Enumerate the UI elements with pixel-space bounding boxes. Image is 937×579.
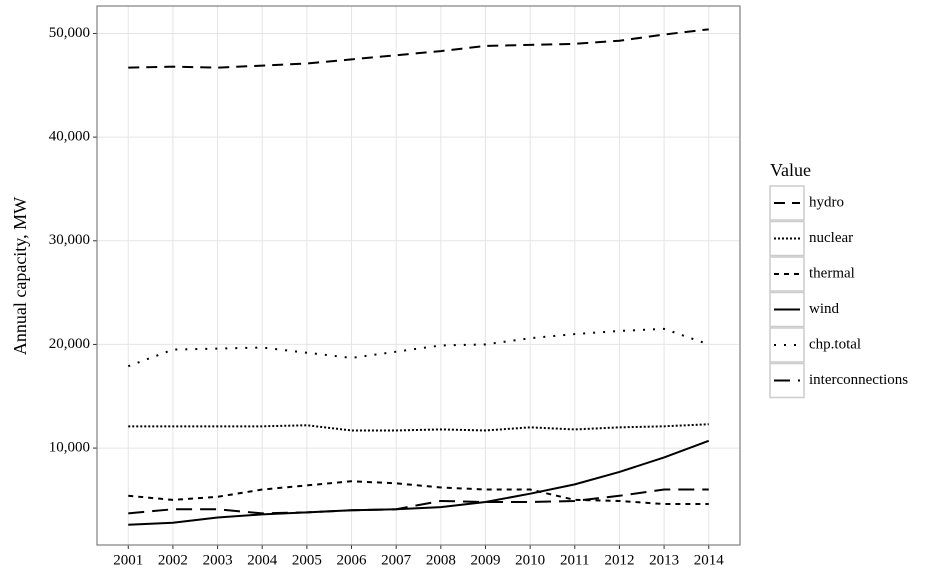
- y-tick-label: 30,000: [49, 232, 90, 248]
- legend-label: interconnections: [809, 372, 908, 388]
- legend-label: thermal: [809, 265, 855, 281]
- x-tick-label: 2008: [426, 552, 456, 568]
- plot-border: [96, 5, 741, 546]
- x-tick-label: 2011: [560, 552, 589, 568]
- x-tick-label: 2003: [203, 552, 233, 568]
- y-tick-label: 50,000: [49, 25, 90, 41]
- series-line: [128, 480, 709, 506]
- y-axis-label: Annual capacity, MW: [10, 197, 30, 355]
- x-tick-label: 2005: [292, 552, 322, 568]
- legend-label: nuclear: [809, 230, 853, 246]
- series-line: [128, 488, 709, 515]
- x-tick-label: 2007: [381, 552, 412, 568]
- legend-title: Value: [770, 160, 811, 180]
- x-tick-label: 2013: [649, 552, 679, 568]
- plot-background: [97, 6, 740, 545]
- legend-label: wind: [809, 301, 840, 317]
- x-tick-label: 2009: [470, 552, 500, 568]
- series-line: [128, 439, 710, 526]
- y-tick-label: 20,000: [49, 336, 90, 352]
- y-tick-label: 10,000: [49, 440, 90, 456]
- x-tick-label: 2006: [337, 552, 368, 568]
- x-tick-label: 2001: [113, 552, 143, 568]
- x-tick-label: 2010: [515, 552, 545, 568]
- x-tick-label: 2002: [158, 552, 188, 568]
- legend-label: hydro: [809, 194, 844, 210]
- y-tick-label: 40,000: [49, 129, 90, 145]
- x-tick-label: 2012: [604, 552, 634, 568]
- x-tick-label: 2004: [247, 552, 278, 568]
- series-line: [128, 423, 709, 432]
- legend-key: [769, 327, 805, 363]
- x-tick-label: 2014: [694, 552, 725, 568]
- series-line: [128, 28, 709, 69]
- legend-label: chp.total: [809, 336, 861, 352]
